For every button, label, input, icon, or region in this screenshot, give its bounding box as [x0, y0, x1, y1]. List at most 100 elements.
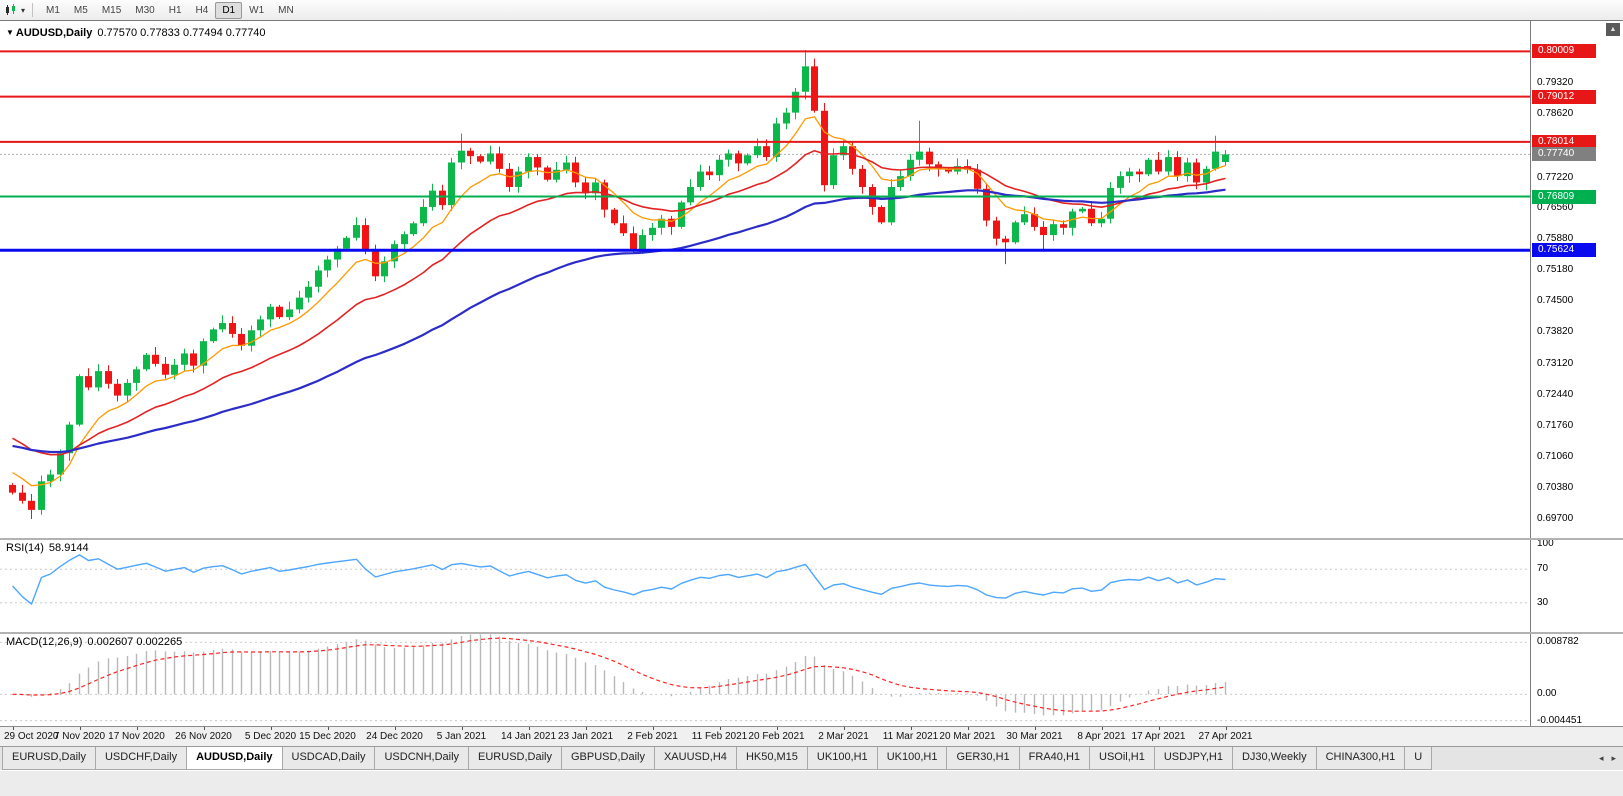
timeframe-button-m5[interactable]: M5 — [73, 4, 88, 16]
time-axis-label: 2 Mar 2021 — [818, 731, 869, 742]
candle-body — [190, 353, 197, 366]
candle-body — [391, 244, 398, 262]
level-price-box[interactable]: 0.79012 — [1532, 89, 1596, 104]
chart-tab-xauusd-h4[interactable]: XAUUSD,H4 — [653, 747, 737, 770]
timeframe-button-w1[interactable]: W1 — [249, 4, 265, 16]
chart-tab-china300-h1[interactable]: CHINA300,H1 — [1315, 747, 1406, 770]
chart-tab-usdcnh-daily[interactable]: USDCNH,Daily — [374, 747, 470, 770]
time-axis-label: 11 Mar 2021 — [882, 731, 939, 742]
chart-tab-u[interactable]: U — [1404, 747, 1433, 770]
chart-tab-fra40-h1[interactable]: FRA40,H1 — [1018, 747, 1091, 770]
dropdown-caret-icon[interactable]: ▾ — [21, 5, 26, 15]
timeframe-button-mn[interactable]: MN — [278, 4, 294, 16]
time-axis-label: 14 Jan 2021 — [500, 731, 557, 742]
candle-body — [649, 227, 656, 236]
time-axis-label: 11 Feb 2021 — [691, 731, 748, 742]
candle-body — [878, 206, 885, 223]
candle-body — [401, 234, 408, 245]
time-axis-tick — [203, 727, 205, 730]
tab-scroll-right-icon[interactable]: ▸ — [1611, 752, 1616, 763]
chart-tab-audusd-daily[interactable]: AUDUSD,Daily — [186, 747, 283, 770]
timeframe-button-m1[interactable]: M1 — [46, 4, 60, 16]
toolbar-separator — [32, 3, 34, 17]
timeframe-button-h4[interactable]: H4 — [195, 4, 209, 16]
chart-tab-gbpusd-daily[interactable]: GBPUSD,Daily — [561, 747, 655, 770]
time-axis-label: 20 Feb 2021 — [748, 731, 805, 742]
candle-body — [506, 168, 513, 187]
candle-body — [563, 162, 570, 170]
candle-body — [238, 333, 245, 346]
chart-tab-uk100-h1[interactable]: UK100,H1 — [806, 747, 878, 770]
toolbar: ▾ M1 M5 M15 M30 H1 H4 D1 W1 MN — [0, 0, 1623, 20]
time-axis-tick — [1225, 727, 1227, 730]
chart-tab-eurusd-daily[interactable]: EURUSD,Daily — [468, 747, 562, 770]
candle-body — [305, 286, 312, 298]
macd-axis-tick: 0.008782 — [1537, 636, 1579, 648]
rsi-value: 58.9144 — [48, 542, 89, 554]
candle-body — [1136, 171, 1143, 175]
candle-body — [983, 188, 990, 221]
candle-body — [735, 153, 742, 164]
chart-area[interactable]: ▼ AUDUSD,Daily 0.77570 0.77833 0.77494 0.7… — [0, 20, 1623, 746]
chart-tab-hk50-m15[interactable]: HK50,M15 — [735, 747, 808, 770]
price-chart-canvas[interactable] — [0, 21, 1530, 746]
chart-tab-usdjpy-h1[interactable]: USDJPY,H1 — [1153, 747, 1233, 770]
chart-tab-ger30-h1[interactable]: GER30,H1 — [946, 747, 1020, 770]
scroll-up-button[interactable]: ▲ — [1606, 23, 1620, 36]
level-price-box[interactable]: 0.80009 — [1532, 44, 1596, 59]
chart-tab-usdchf-daily[interactable]: USDCHF,Daily — [94, 747, 188, 770]
candle-body — [210, 329, 217, 342]
time-axis-tick — [79, 727, 81, 730]
candle-body — [744, 155, 751, 164]
chart-tab-usdcad-daily[interactable]: USDCAD,Daily — [281, 747, 376, 770]
chart-tab-eurusd-daily[interactable]: EURUSD,Daily — [2, 747, 96, 770]
candle-body — [1222, 154, 1229, 163]
candle-body — [1165, 157, 1172, 172]
time-axis-label: 30 Mar 2021 — [1006, 731, 1063, 742]
tab-scroll-left-icon[interactable]: ◂ — [1598, 752, 1604, 763]
chart-tab-uk100-h1[interactable]: UK100,H1 — [876, 747, 948, 770]
time-axis-label: 17 Apr 2021 — [1131, 731, 1186, 742]
timeframe-button-h1[interactable]: H1 — [168, 4, 182, 16]
chart-tab-dj30-weekly[interactable]: DJ30,Weekly — [1231, 747, 1317, 770]
timeframe-button-m30[interactable]: M30 — [135, 4, 155, 16]
candle-body — [219, 323, 226, 330]
ohlc-values: 0.77570 0.77833 0.77494 0.77740 — [97, 27, 266, 39]
price-axis-tick: 0.77220 — [1537, 171, 1574, 183]
timeframe-button-m15[interactable]: M15 — [101, 4, 122, 16]
candle-body — [410, 223, 417, 235]
timeframe-button-d1[interactable]: D1 — [215, 1, 243, 19]
candle-body — [630, 233, 637, 250]
rsi-axis-tick: 70 — [1537, 563, 1549, 575]
candle-body — [1117, 176, 1124, 188]
level-price-box[interactable]: 0.76809 — [1532, 189, 1596, 204]
macd-axis-tick: -0.004451 — [1537, 714, 1583, 726]
price-axis[interactable]: 0.79320 0.78620 0.77220 0.76560 0.75880 0.751… — [1530, 21, 1623, 726]
price-axis-tick: 0.75180 — [1537, 264, 1574, 276]
time-axis-tick — [136, 727, 138, 730]
price-axis-tick: 0.76560 — [1537, 201, 1574, 213]
candle-body — [181, 353, 188, 365]
macd-indicator-label: MACD(12,26,9) 0.002607 0.002265 — [6, 636, 182, 648]
status-bar — [0, 770, 1623, 796]
chart-tab-usoil-h1[interactable]: USOil,H1 — [1089, 747, 1155, 770]
candle-body — [620, 223, 627, 234]
candle-body — [162, 363, 169, 375]
level-price-box[interactable]: 0.75624 — [1532, 243, 1596, 258]
candle-body — [802, 66, 809, 92]
candle-body — [85, 376, 92, 388]
panel-splitter[interactable] — [0, 632, 1623, 634]
price-axis-tick: 0.72440 — [1537, 388, 1574, 400]
chart-type-icon[interactable] — [4, 3, 20, 17]
candle-body — [888, 186, 895, 223]
candle-body — [668, 218, 675, 227]
candle-body — [926, 151, 933, 165]
fast-ema-line — [12, 116, 1226, 487]
panel-splitter[interactable] — [0, 538, 1623, 540]
candle-body — [324, 259, 331, 271]
candle-body — [525, 157, 532, 172]
time-axis[interactable]: 29 Oct 2020 7 Nov 2020 17 Nov 2020 26 Nov 2… — [0, 726, 1623, 746]
candle-body — [496, 153, 503, 169]
level-price-box[interactable]: 0.78014 — [1532, 134, 1596, 149]
time-axis-label: 23 Jan 2021 — [557, 731, 614, 742]
